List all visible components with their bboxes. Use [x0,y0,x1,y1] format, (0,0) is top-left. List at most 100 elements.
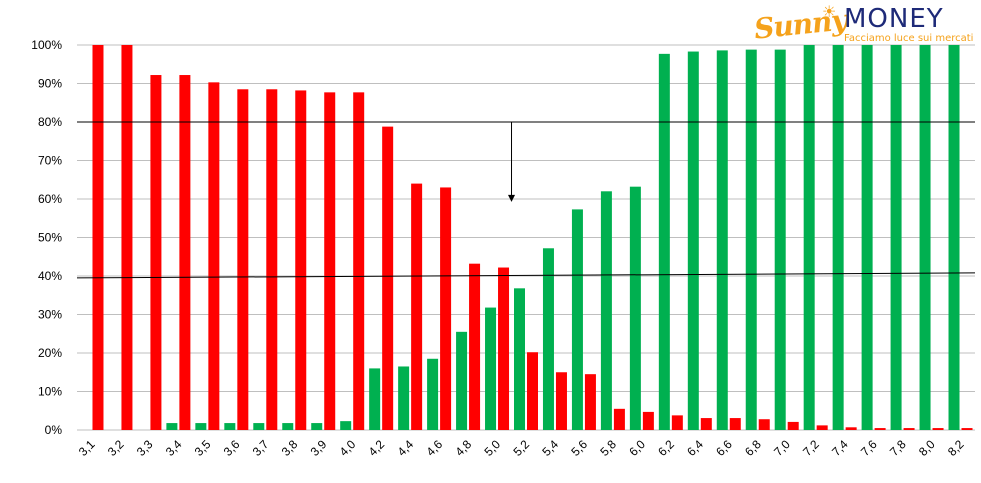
x-tick-label: 7,2 [800,437,822,459]
x-tick-label: 3,9 [308,437,330,459]
bar-red-7-6 [874,428,886,430]
bar-green-6-8 [745,49,757,431]
bar-green-5-2 [514,288,525,430]
bar-green-4-2 [369,368,381,430]
y-tick-label: 70% [38,154,62,168]
bar-red-5-2 [527,352,538,430]
x-tick-label: 3,2 [105,437,127,459]
bar-red-3-7 [266,89,278,431]
bar-red-6-2 [671,415,683,430]
x-tick-label: 4,0 [337,437,359,459]
x-tick-label: 8,2 [945,437,967,459]
bar-red-7-0 [787,421,799,430]
bar-red-5-8 [613,408,625,430]
bar-red-8-0 [932,428,944,430]
bar-red-5-6 [584,374,596,430]
bar-red-4-0 [353,92,365,430]
bar-red-3-2 [121,45,133,430]
x-tick-label: 3,4 [163,437,185,459]
bar-green-5-0 [485,307,497,430]
lower-reference-line [76,272,976,279]
bar-green-7-4 [832,45,844,430]
bar-red-3-6 [237,89,249,431]
bar-green-7-8 [890,45,902,430]
bar-red-3-9 [324,92,336,430]
x-tick-label: 5,2 [510,437,532,459]
x-tick-label: 6,2 [655,437,677,459]
bar-red-4-6 [440,187,452,430]
bar-green-5-8 [600,191,612,430]
bar-green-3-7 [253,423,265,430]
bar-green-3-5 [195,423,207,430]
x-tick-label: 5,6 [568,437,590,459]
bar-red-5-4 [555,372,567,430]
x-tick-label: 3,3 [134,437,156,459]
x-tick-label: 5,4 [539,437,561,459]
bar-green-5-4 [542,248,554,430]
y-tick-label: 100% [31,38,62,52]
bar-red-6-8 [758,419,770,430]
bar-green-5-6 [571,209,583,430]
x-tick-label: 8,0 [916,437,938,459]
x-axis-tick-labels: 3,1 3,2 3,3 3,4 3,5 3,6 3,7 3,8 3,9 4,0 4,2 4,4 4,6 4… [76,437,967,459]
bar-red-6-4 [700,418,712,430]
bar-red-7-2 [816,425,828,430]
x-tick-label: 3,7 [250,437,272,459]
y-tick-label: 40% [38,269,62,283]
bar-series [92,45,973,431]
bar-green-3-9 [311,423,323,430]
bar-green-8-0 [919,45,931,430]
x-tick-label: 4,6 [424,437,446,459]
x-tick-label: 6,4 [684,437,706,459]
sun-icon: ☀ [822,4,837,21]
x-tick-label: 6,6 [713,437,735,459]
bar-green-8-2 [948,45,960,430]
y-tick-label: 80% [38,115,62,129]
bar-red-5-0 [498,267,510,430]
bar-red-3-8 [295,90,307,431]
y-tick-label: 0% [45,423,63,437]
x-tick-label: 7,8 [887,437,909,459]
sunny-money-logo: Sunny ☀ MONEY Facciamo luce sui mercati [752,3,974,46]
bar-red-3-3 [150,75,162,430]
bar-green-4-8 [456,331,468,430]
bar-red-6-6 [729,418,741,430]
bar-green-7-0 [774,49,786,431]
y-axis-tick-labels: 0% 10% 20% 30% 40% 50% 60% 70% 80% 90% 100% [31,38,62,437]
logo-brand-right: MONEY [844,4,944,34]
bar-green-6-4 [687,51,699,431]
bar-green-6-2 [658,53,670,430]
x-tick-label: 3,5 [192,437,214,459]
logo-tagline: Facciamo luce sui mercati [844,33,974,44]
x-tick-label: 6,0 [626,437,648,459]
bar-green-7-2 [803,45,815,430]
x-tick-label: 5,0 [481,437,503,459]
x-tick-label: 3,1 [76,437,98,459]
bar-red-3-5 [208,82,220,430]
y-tick-label: 30% [38,308,62,322]
x-tick-label: 5,8 [597,437,619,459]
x-tick-label: 7,0 [771,437,793,459]
bar-green-6-0 [629,186,641,430]
x-tick-label: 7,4 [829,437,851,459]
bar-green-6-6 [716,50,728,430]
y-tick-label: 20% [38,346,62,360]
x-tick-label: 4,4 [395,437,417,459]
bar-red-7-4 [845,427,857,430]
bar-green-4-6 [427,358,439,430]
bar-red-4-8 [469,263,481,430]
annotation-lines [76,121,976,279]
x-tick-label: 4,2 [366,437,388,459]
bar-green-4-4 [398,366,410,430]
arrow-head [508,194,516,202]
bar-red-3-4 [179,75,191,430]
bar-red-4-4 [411,183,423,430]
bar-green-4-0 [340,421,352,430]
bar-green-3-8 [282,423,294,430]
x-tick-label: 4,8 [452,437,474,459]
bar-red-8-2 [961,428,973,430]
y-tick-label: 10% [38,385,62,399]
bar-red-6-0 [642,411,654,430]
x-tick-label: 7,6 [858,437,880,459]
